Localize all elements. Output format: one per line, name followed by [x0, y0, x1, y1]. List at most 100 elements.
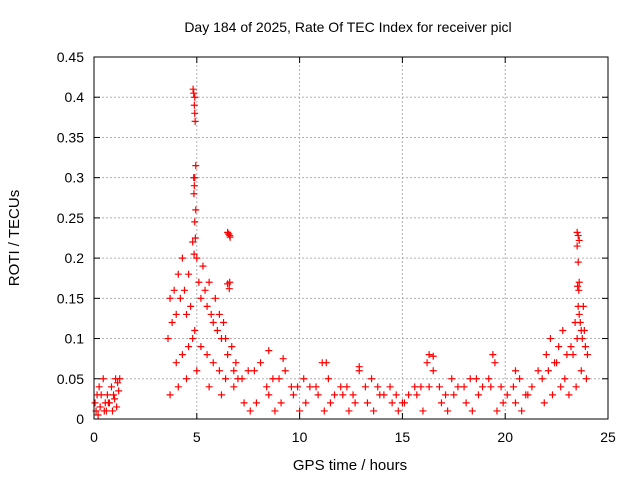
- data-point: [183, 310, 191, 318]
- data-point: [454, 383, 462, 391]
- data-point: [91, 399, 99, 407]
- y-tick-label: 0.2: [65, 250, 85, 266]
- data-point: [215, 367, 223, 375]
- data-point: [419, 407, 427, 415]
- data-point: [164, 335, 172, 343]
- data-point: [345, 407, 353, 415]
- axis-ticks-layer: 0 0.05 0.1 0.15 0.2 0.25 0.3 0.35 0.4 0.45 0 5 10 15 2…: [57, 49, 616, 445]
- data-point: [174, 270, 182, 278]
- data-point: [189, 335, 197, 343]
- data-point: [491, 359, 499, 367]
- data-point: [190, 89, 198, 97]
- data-point: [104, 399, 112, 407]
- data-point: [392, 391, 400, 399]
- data-point: [191, 117, 199, 125]
- data-point: [534, 367, 542, 375]
- data-point: [215, 310, 223, 318]
- data-point: [581, 343, 589, 351]
- data-point: [187, 302, 195, 310]
- data-point: [578, 335, 586, 343]
- data-point: [189, 85, 197, 93]
- y-tick-label: 0.25: [57, 210, 84, 226]
- data-point: [511, 367, 519, 375]
- data-point: [429, 352, 437, 360]
- data-point: [178, 254, 186, 262]
- data-point: [337, 383, 345, 391]
- x-tick-label: 5: [193, 429, 201, 445]
- data-point: [207, 310, 215, 318]
- data-point: [180, 286, 188, 294]
- data-point: [448, 375, 456, 383]
- data-point: [238, 375, 246, 383]
- data-point: [250, 367, 258, 375]
- data-point: [94, 411, 102, 419]
- data-point: [203, 351, 211, 359]
- plot-frame: [93, 56, 609, 420]
- data-point: [444, 407, 452, 415]
- data-point: [197, 343, 205, 351]
- data-point: [166, 391, 174, 399]
- data-point: [222, 335, 230, 343]
- data-point: [343, 383, 351, 391]
- data-point: [322, 359, 330, 367]
- data-point: [190, 101, 198, 109]
- data-point: [388, 399, 396, 407]
- data-point: [394, 407, 402, 415]
- data-point: [300, 375, 308, 383]
- data-point: [224, 280, 232, 288]
- data-point: [355, 363, 363, 371]
- data-point: [166, 294, 174, 302]
- data-point: [170, 286, 178, 294]
- data-point: [326, 399, 334, 407]
- data-point: [561, 375, 569, 383]
- data-point: [271, 407, 279, 415]
- data-point: [474, 391, 482, 399]
- data-point: [575, 310, 583, 318]
- data-point: [191, 93, 199, 101]
- data-point: [185, 343, 193, 351]
- data-point: [111, 395, 119, 403]
- y-tick-label: 0.3: [65, 170, 85, 186]
- data-point: [425, 383, 433, 391]
- data-point: [429, 367, 437, 375]
- data-point: [269, 375, 277, 383]
- data-point: [224, 351, 232, 359]
- data-point: [417, 383, 425, 391]
- data-point: [544, 367, 552, 375]
- data-point: [113, 403, 121, 411]
- data-point: [575, 286, 583, 294]
- data-point: [503, 391, 511, 399]
- data-point: [109, 407, 117, 415]
- data-point: [191, 174, 199, 182]
- data-point: [252, 399, 260, 407]
- data-point: [466, 375, 474, 383]
- data-point: [220, 318, 228, 326]
- data-point: [575, 278, 583, 286]
- data-point: [116, 375, 124, 383]
- x-tick-label: 10: [292, 429, 308, 445]
- data-point: [400, 399, 408, 407]
- data-point: [370, 407, 378, 415]
- data-point: [265, 347, 273, 355]
- data-point: [244, 367, 252, 375]
- data-point: [213, 327, 221, 335]
- data-point: [565, 391, 573, 399]
- data-point: [172, 310, 180, 318]
- data-point: [110, 391, 118, 399]
- data-point: [450, 391, 458, 399]
- data-point: [114, 379, 122, 387]
- data-point: [195, 278, 203, 286]
- data-point: [265, 391, 273, 399]
- data-point: [553, 359, 561, 367]
- data-point: [99, 375, 107, 383]
- data-point: [192, 206, 200, 214]
- data-point: [567, 343, 575, 351]
- data-point: [516, 375, 524, 383]
- data-points-layer: [91, 85, 591, 419]
- data-point: [279, 355, 287, 363]
- data-point: [222, 375, 230, 383]
- data-point: [499, 399, 507, 407]
- data-point: [538, 375, 546, 383]
- data-point: [190, 250, 198, 258]
